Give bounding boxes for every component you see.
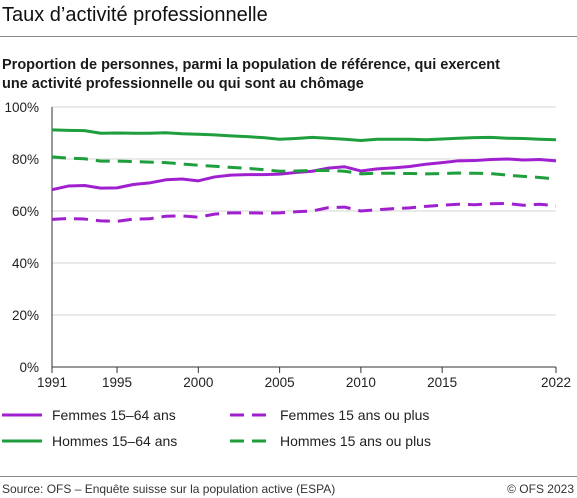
y-tick-label: 40% bbox=[12, 256, 39, 271]
axes bbox=[51, 107, 557, 373]
y-tick-label: 20% bbox=[12, 308, 39, 323]
series-line-2 bbox=[51, 201, 557, 223]
y-tick-label: 100% bbox=[4, 100, 39, 115]
subtitle-line-2: une activité professionnelle ou qui sont… bbox=[2, 76, 364, 92]
chart-title: Taux d’activité professionnelle bbox=[2, 4, 268, 26]
x-tick-label: 2000 bbox=[183, 375, 213, 390]
legend-label: Femmes 15–64 ans bbox=[52, 407, 176, 423]
source-note: Source: OFS – Enquête suisse sur la popu… bbox=[2, 482, 336, 496]
title-divider bbox=[0, 36, 577, 37]
x-tick-label: 1995 bbox=[102, 375, 132, 390]
grid-lines bbox=[52, 106, 556, 316]
x-tick-label: 2005 bbox=[265, 375, 295, 390]
y-axis-tick-labels: 0% 20% 40% 60% 80% 100% bbox=[4, 100, 39, 375]
x-tick-label: 1991 bbox=[37, 375, 67, 390]
x-tick-label: 2010 bbox=[346, 375, 376, 390]
copyright-note: © OFS 2023 bbox=[507, 482, 574, 496]
series-lines bbox=[51, 128, 557, 223]
footer-divider bbox=[0, 476, 577, 477]
y-tick-label: 0% bbox=[19, 360, 39, 375]
legend-label: Hommes 15 ans ou plus bbox=[280, 433, 431, 449]
legend: Femmes 15–64 ans Femmes 15 ans ou plus Hom… bbox=[2, 407, 431, 449]
series-line-4 bbox=[51, 155, 557, 181]
series-line-3 bbox=[51, 128, 557, 143]
x-tick-label: 2022 bbox=[541, 375, 571, 390]
y-tick-label: 60% bbox=[12, 204, 39, 219]
x-tick-label: 2015 bbox=[427, 375, 457, 390]
legend-label: Femmes 15 ans ou plus bbox=[280, 407, 429, 423]
y-tick-label: 80% bbox=[12, 152, 39, 167]
subtitle-line-1: Proportion de personnes, parmi la popula… bbox=[2, 57, 500, 73]
chart-subtitle: Proportion de personnes, parmi la popula… bbox=[2, 56, 562, 94]
legend-label: Hommes 15–64 ans bbox=[52, 433, 177, 449]
x-axis-tick-labels: 1991 1995 2000 2005 2010 2015 2022 bbox=[37, 375, 571, 390]
